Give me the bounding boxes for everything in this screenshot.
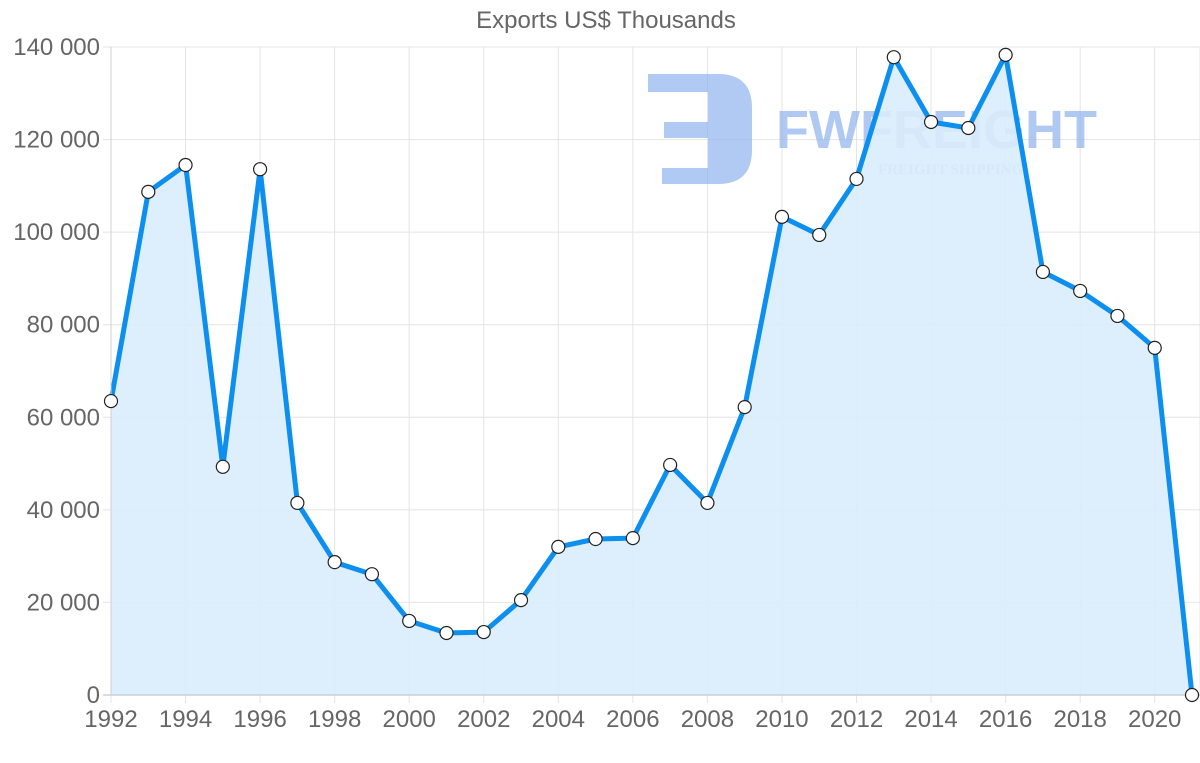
data-point-marker [812,227,827,243]
data-point-marker [961,120,976,136]
x-tick-label: 2014 [904,706,957,733]
y-tick-label: 20 000 [27,589,100,616]
chart-title: Exports US$ Thousands [476,7,736,34]
data-point-marker [103,393,119,409]
data-point-marker [737,400,752,415]
x-tick-label: 2010 [755,706,808,733]
data-point-marker [253,162,268,177]
x-tick-label: 2006 [606,706,659,733]
x-tick-label: 1998 [308,706,361,733]
x-tick-label: 2004 [532,706,585,733]
data-point-marker [663,457,678,473]
x-tick-label: 2002 [457,706,510,733]
y-tick-label: 60 000 [27,404,100,431]
data-point-marker [1035,264,1050,280]
x-tick-label: 1992 [84,706,137,733]
data-point-marker [849,171,864,187]
area-fill [111,54,1192,695]
line-path [108,52,1195,696]
y-tick-label: 100 000 [13,219,100,246]
data-points [103,47,1200,703]
y-tick-label: 40 000 [27,497,100,524]
y-tick-label: 120 000 [13,127,100,154]
y-tick-label: 140 000 [13,34,100,61]
x-axis-labels: 1992 1994 1996 1998 2000 2002 2004 2006 2008 2010… [84,706,1181,733]
x-tick-label: 2020 [1128,706,1181,733]
y-tick-label: 0 [87,682,100,709]
data-point-marker [402,613,417,629]
data-point-marker [290,495,305,511]
data-point-marker [476,624,491,640]
x-tick-label: 2016 [979,706,1032,733]
x-tick-label: 2018 [1053,706,1106,733]
data-point-marker [886,50,901,65]
data-point-marker [364,567,380,582]
data-point-marker [923,114,939,130]
data-point-marker [1147,340,1162,355]
data-point-marker [551,539,566,554]
x-tick-label: 1994 [159,706,212,733]
data-point-marker [1184,687,1200,703]
x-tick-label: 1996 [233,706,286,733]
data-point-marker [215,459,230,474]
data-point-marker [1110,308,1125,324]
data-point-marker [1073,283,1088,299]
data-point-marker [774,209,790,224]
data-point-marker [700,495,715,511]
series-area-fill [111,54,1192,695]
axes [103,47,1200,696]
x-tick-label: 2000 [383,706,436,733]
x-tick-label: 2012 [830,706,883,733]
x-tick-label: 2008 [681,706,734,733]
data-point-marker [998,47,1013,62]
data-point-marker [178,157,193,173]
y-tick-label: 80 000 [27,312,100,339]
series-line [108,52,1195,696]
data-point-marker [327,555,342,570]
y-axis-labels: 0 20 000 40 000 60 000 80 000 100 000 120 000 1… [13,34,100,709]
brand-logo-icon [648,74,752,184]
data-point-marker [513,593,529,608]
data-point-marker [439,625,454,641]
data-point-marker [588,531,603,547]
data-point-marker [625,530,640,546]
data-point-marker [141,184,156,199]
